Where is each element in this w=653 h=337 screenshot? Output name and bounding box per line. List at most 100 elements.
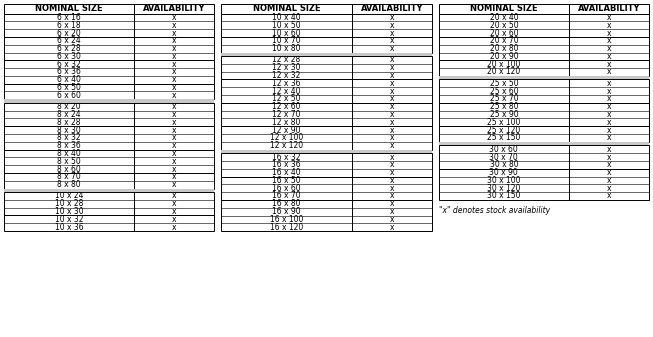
Bar (221, 126, 432, 150)
Bar (4, 173, 214, 189)
Text: "x" denotes stock availability: "x" denotes stock availability (439, 206, 550, 215)
Text: x: x (607, 160, 611, 169)
Text: 25 x 60: 25 x 60 (490, 87, 518, 96)
Text: x: x (389, 102, 394, 111)
Text: 20 x 120: 20 x 120 (487, 67, 520, 76)
Text: x: x (389, 29, 394, 37)
Text: x: x (172, 118, 176, 127)
Text: x: x (389, 87, 394, 96)
Text: x: x (172, 164, 176, 174)
Text: 10 x 40: 10 x 40 (272, 13, 301, 22)
Text: x: x (172, 75, 176, 84)
Text: x: x (607, 176, 611, 185)
Text: x: x (172, 157, 176, 166)
Text: 8 x 36: 8 x 36 (57, 141, 81, 150)
Text: x: x (172, 207, 176, 216)
Text: 12 x 36: 12 x 36 (272, 79, 301, 88)
Text: 25 x 70: 25 x 70 (490, 94, 518, 103)
Text: x: x (172, 199, 176, 208)
Text: NOMINAL SIZE: NOMINAL SIZE (470, 4, 537, 13)
Text: x: x (389, 126, 394, 134)
Text: x: x (389, 160, 394, 169)
Text: x: x (172, 215, 176, 224)
Bar (439, 80, 649, 103)
Text: 6 x 36: 6 x 36 (57, 67, 81, 76)
Bar (221, 13, 432, 37)
Text: NOMINAL SIZE: NOMINAL SIZE (35, 4, 103, 13)
Text: 12 x 60: 12 x 60 (272, 102, 301, 111)
Text: x: x (607, 168, 611, 177)
Text: 10 x 70: 10 x 70 (272, 36, 301, 45)
Bar (439, 13, 649, 37)
Text: x: x (172, 44, 176, 53)
Text: 16 x 60: 16 x 60 (272, 184, 301, 193)
Text: x: x (172, 36, 176, 45)
Bar (439, 4, 649, 13)
Text: 6 x 24: 6 x 24 (57, 36, 81, 45)
Text: 25 x 80: 25 x 80 (490, 102, 518, 111)
Text: 10 x 36: 10 x 36 (55, 223, 84, 232)
Text: x: x (607, 133, 611, 143)
Bar (4, 150, 214, 173)
Text: 12 x 70: 12 x 70 (272, 110, 301, 119)
Text: 25 x 120: 25 x 120 (487, 126, 520, 134)
Text: 8 x 20: 8 x 20 (57, 102, 81, 111)
Text: x: x (172, 149, 176, 158)
Bar (221, 4, 432, 13)
Text: x: x (607, 60, 611, 69)
Bar (4, 189, 214, 192)
Text: 16 x 50: 16 x 50 (272, 176, 301, 185)
Text: 8 x 80: 8 x 80 (57, 180, 81, 189)
Text: 12 x 30: 12 x 30 (272, 63, 301, 72)
Text: x: x (172, 110, 176, 119)
Text: x: x (172, 141, 176, 150)
Bar (221, 177, 432, 200)
Text: x: x (172, 133, 176, 143)
Text: 16 x 40: 16 x 40 (272, 168, 301, 177)
Bar (4, 192, 214, 215)
Text: 20 x 70: 20 x 70 (490, 36, 518, 45)
Text: 16 x 120: 16 x 120 (270, 223, 303, 232)
Bar (439, 126, 649, 142)
Text: x: x (389, 141, 394, 150)
Text: 30 x 70: 30 x 70 (490, 153, 518, 161)
Text: 20 x 60: 20 x 60 (490, 29, 518, 37)
Text: x: x (172, 52, 176, 61)
Text: x: x (172, 91, 176, 100)
Text: 30 x 90: 30 x 90 (490, 168, 518, 177)
Text: 12 x 32: 12 x 32 (272, 71, 301, 80)
Text: x: x (607, 21, 611, 30)
Text: x: x (389, 110, 394, 119)
Bar (221, 80, 432, 103)
Text: 16 x 32: 16 x 32 (272, 153, 301, 161)
Text: 10 x 28: 10 x 28 (55, 199, 84, 208)
Text: 20 x 100: 20 x 100 (487, 60, 520, 69)
Text: x: x (389, 215, 394, 224)
Text: 25 x 150: 25 x 150 (487, 133, 520, 143)
Bar (221, 53, 432, 56)
Text: 12 x 80: 12 x 80 (272, 118, 301, 127)
Text: x: x (172, 60, 176, 69)
Text: x: x (607, 13, 611, 22)
Text: 20 x 90: 20 x 90 (490, 52, 518, 61)
Text: x: x (607, 44, 611, 53)
Text: 30 x 150: 30 x 150 (487, 191, 520, 201)
Text: 6 x 60: 6 x 60 (57, 91, 81, 100)
Text: x: x (607, 110, 611, 119)
Text: x: x (389, 153, 394, 161)
Text: 30 x 100: 30 x 100 (487, 176, 520, 185)
Text: 25 x 100: 25 x 100 (487, 118, 520, 127)
Bar (4, 103, 214, 126)
Text: 8 x 70: 8 x 70 (57, 173, 81, 181)
Text: 10 x 24: 10 x 24 (55, 191, 84, 201)
Text: x: x (607, 191, 611, 201)
Text: AVAILABILITY: AVAILABILITY (360, 4, 423, 13)
Text: x: x (389, 36, 394, 45)
Text: 16 x 36: 16 x 36 (272, 160, 301, 169)
Text: x: x (172, 173, 176, 181)
Text: x: x (389, 71, 394, 80)
Text: x: x (607, 184, 611, 193)
Text: 30 x 60: 30 x 60 (490, 145, 518, 154)
Text: x: x (389, 55, 394, 64)
Text: 6 x 20: 6 x 20 (57, 29, 81, 37)
